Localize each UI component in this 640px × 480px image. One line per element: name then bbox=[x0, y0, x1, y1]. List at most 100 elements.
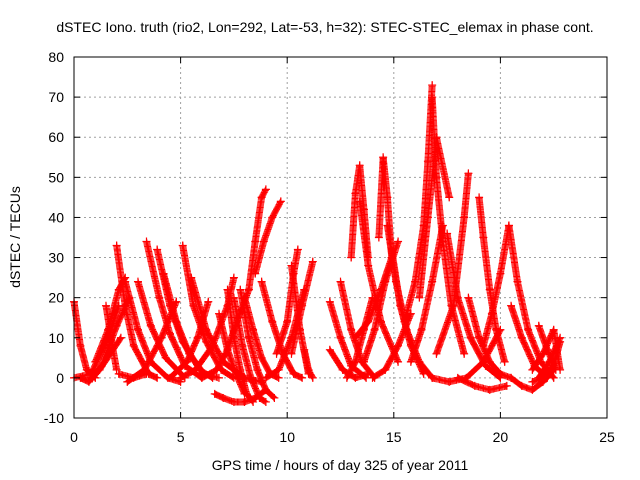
data-point bbox=[236, 365, 245, 374]
y-tick-label: 80 bbox=[48, 49, 64, 65]
data-point bbox=[368, 373, 377, 382]
data-point bbox=[308, 257, 317, 266]
data-series bbox=[406, 221, 447, 366]
data-point bbox=[244, 285, 253, 294]
data-point bbox=[223, 285, 232, 294]
data-point bbox=[172, 317, 181, 326]
data-point bbox=[197, 373, 206, 382]
data-series bbox=[251, 197, 285, 278]
data-point bbox=[82, 365, 91, 374]
data-point bbox=[485, 357, 494, 366]
data-point bbox=[485, 285, 494, 294]
data-point bbox=[325, 297, 334, 306]
data-point bbox=[492, 325, 501, 334]
data-point bbox=[464, 169, 473, 178]
data-point bbox=[411, 277, 420, 286]
data-point bbox=[351, 373, 360, 382]
data-point bbox=[394, 237, 403, 246]
data-point bbox=[261, 373, 270, 382]
data-point bbox=[485, 385, 494, 394]
data-point bbox=[251, 237, 260, 246]
data-point bbox=[212, 365, 221, 374]
y-tick-label: 40 bbox=[48, 209, 64, 225]
x-axis-title: GPS time / hours of day 325 of year 2011 bbox=[212, 457, 469, 473]
data-point bbox=[257, 193, 266, 202]
data-point bbox=[370, 325, 379, 334]
data-point bbox=[193, 333, 202, 342]
data-point bbox=[359, 357, 368, 366]
data-point bbox=[504, 221, 513, 230]
data-point bbox=[276, 197, 285, 206]
data-marks bbox=[70, 81, 565, 406]
data-point bbox=[445, 193, 454, 202]
axis-ticks bbox=[73, 56, 608, 419]
data-point bbox=[223, 345, 232, 354]
data-point bbox=[355, 197, 364, 206]
data-point bbox=[189, 301, 198, 310]
data-point bbox=[287, 349, 296, 358]
x-tick-label: 5 bbox=[177, 429, 185, 445]
data-point bbox=[438, 221, 447, 230]
data-point bbox=[432, 349, 441, 358]
data-series bbox=[123, 297, 181, 386]
data-point bbox=[208, 341, 217, 350]
y-tick-label: 70 bbox=[48, 89, 64, 105]
data-point bbox=[270, 393, 279, 402]
data-point bbox=[325, 345, 334, 354]
x-axis-tick-labels: 0 5 10 15 20 25 bbox=[70, 429, 615, 445]
data-point bbox=[202, 325, 211, 334]
y-tick-label: 60 bbox=[48, 129, 64, 145]
data-point bbox=[351, 357, 360, 366]
data-point bbox=[257, 277, 266, 286]
data-point bbox=[406, 341, 415, 350]
data-point bbox=[379, 153, 388, 162]
data-point bbox=[364, 317, 373, 326]
data-point bbox=[481, 361, 490, 370]
data-point bbox=[229, 293, 238, 302]
data-point bbox=[114, 285, 123, 294]
data-point bbox=[464, 293, 473, 302]
data-point bbox=[133, 277, 142, 286]
data-point bbox=[383, 193, 392, 202]
data-point bbox=[351, 333, 360, 342]
data-point bbox=[364, 261, 373, 270]
data-point bbox=[338, 365, 347, 374]
data-point bbox=[381, 365, 390, 374]
data-point bbox=[374, 233, 383, 242]
data-point bbox=[253, 365, 262, 374]
data-point bbox=[539, 373, 548, 382]
data-point bbox=[507, 373, 516, 382]
data-point bbox=[556, 337, 565, 346]
data-point bbox=[428, 277, 437, 286]
data-point bbox=[417, 325, 426, 334]
data-series bbox=[415, 133, 454, 302]
data-point bbox=[238, 341, 247, 350]
data-series bbox=[428, 325, 505, 386]
data-point bbox=[229, 333, 238, 342]
data-point bbox=[400, 317, 409, 326]
data-series bbox=[453, 373, 511, 394]
data-point bbox=[347, 325, 356, 334]
data-point bbox=[249, 325, 258, 334]
data-point bbox=[155, 293, 164, 302]
data-point bbox=[133, 325, 142, 334]
data-point bbox=[549, 361, 558, 370]
data-point bbox=[351, 189, 360, 198]
data-series bbox=[359, 237, 403, 366]
data-point bbox=[268, 317, 277, 326]
data-point bbox=[415, 293, 424, 302]
y-tick-label: 20 bbox=[48, 290, 64, 306]
data-point bbox=[259, 237, 268, 246]
data-point bbox=[214, 373, 223, 382]
data-point bbox=[487, 309, 496, 318]
data-point bbox=[517, 333, 526, 342]
x-tick-label: 0 bbox=[70, 429, 78, 445]
data-point bbox=[87, 373, 96, 382]
data-point bbox=[453, 293, 462, 302]
data-point bbox=[475, 193, 484, 202]
data-point bbox=[396, 301, 405, 310]
data-series bbox=[528, 337, 565, 386]
y-tick-label: 50 bbox=[48, 169, 64, 185]
data-point bbox=[91, 357, 100, 366]
